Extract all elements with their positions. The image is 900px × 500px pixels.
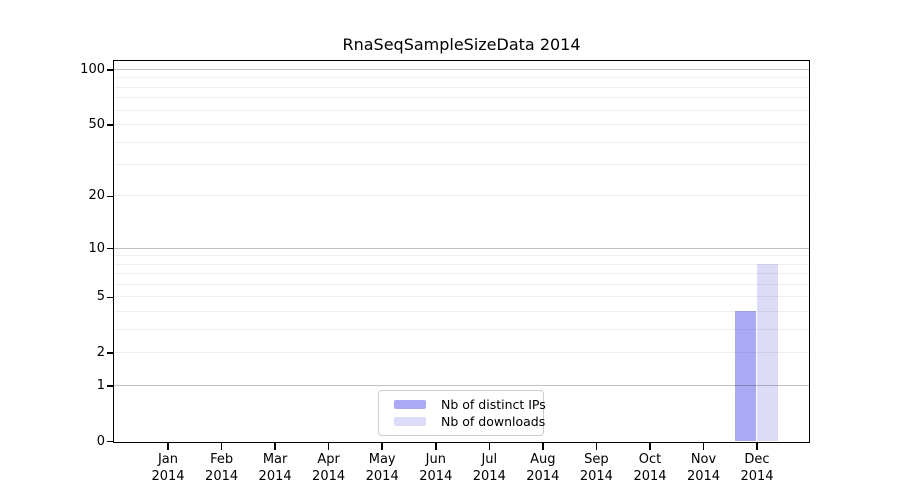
y-tick-mark xyxy=(106,247,113,250)
x-tick-mark xyxy=(381,443,383,450)
legend-item-nb-of-distinct-ips: Nb of distinct IPs xyxy=(394,396,546,413)
y-tick-mark xyxy=(106,69,113,71)
x-tick-label: Mar 2014 xyxy=(258,452,292,484)
x-tick-label: Feb 2014 xyxy=(205,452,239,484)
legend-swatch-nb-of-distinct-ips xyxy=(394,399,426,410)
bar-nb-of-downloads-dec-2014 xyxy=(756,264,778,441)
y-tick-label: 2 xyxy=(96,345,105,361)
y-tick-mark xyxy=(106,195,113,198)
gridline-minor xyxy=(114,141,809,143)
legend-swatch-nb-of-downloads xyxy=(394,416,426,427)
y-tick-label: 1 xyxy=(96,377,105,393)
x-tick-mark xyxy=(702,443,705,450)
y-tick-label: 10 xyxy=(88,240,105,256)
y-tick-mark xyxy=(106,296,113,298)
gridline-minor xyxy=(114,109,809,111)
x-tick-label: Jan 2014 xyxy=(151,452,185,484)
gridline-minor xyxy=(114,86,809,88)
gridline-minor xyxy=(114,97,809,99)
y-tick-label: 5 xyxy=(96,289,105,305)
x-tick-label: Nov 2014 xyxy=(686,452,721,484)
x-tick-label: Oct 2014 xyxy=(633,452,667,484)
gridline-minor xyxy=(114,263,809,265)
x-tick-mark xyxy=(220,443,223,450)
y-tick-label: 0 xyxy=(96,433,105,449)
gridline-minor xyxy=(114,255,809,257)
y-tick-mark xyxy=(106,385,113,387)
y-tick-mark xyxy=(106,352,113,354)
x-tick-mark xyxy=(167,443,169,450)
y-tick-label: 50 xyxy=(88,117,105,132)
legend-label-nb-of-downloads: Nb of downloads xyxy=(441,414,546,429)
gridline-minor xyxy=(114,296,809,298)
x-tick-label: Apr 2014 xyxy=(312,452,346,484)
bar-nb-of-distinct-ips-dec-2014 xyxy=(735,311,757,441)
gridline-major xyxy=(114,69,809,70)
x-tick-mark xyxy=(274,443,276,450)
x-tick-label: Dec 2014 xyxy=(740,452,774,484)
x-tick-label: Jun 2014 xyxy=(419,452,453,484)
x-tick-mark xyxy=(649,443,651,450)
x-tick-mark xyxy=(595,443,598,450)
gridline-minor xyxy=(114,164,809,166)
x-tick-label: Jul 2014 xyxy=(472,452,506,484)
plot-area xyxy=(113,60,810,443)
chart-title: RnaSeqSampleSizeData 2014 xyxy=(342,35,581,54)
x-tick-mark xyxy=(327,443,330,450)
y-tick-label: 20 xyxy=(88,188,105,204)
y-tick-label: 100 xyxy=(80,62,105,77)
x-tick-mark xyxy=(435,443,437,450)
x-tick-mark xyxy=(542,443,544,450)
gridline-major xyxy=(114,384,809,386)
gridline-minor xyxy=(114,310,809,312)
x-tick-mark xyxy=(756,443,758,450)
y-tick-mark xyxy=(106,440,113,443)
gridline-minor xyxy=(114,124,809,125)
gridline-minor xyxy=(114,195,809,197)
gridline-minor xyxy=(114,283,809,285)
x-tick-label: Aug 2014 xyxy=(526,452,560,484)
gridline-minor xyxy=(114,352,809,354)
bars-layer xyxy=(114,61,809,442)
legend-label-nb-of-distinct-ips: Nb of distinct IPs xyxy=(441,397,546,412)
gridline-minor xyxy=(114,328,809,330)
legend: Nb of distinct IPs Nb of downloads xyxy=(378,390,546,436)
y-tick-mark xyxy=(106,124,113,126)
gridline-major xyxy=(114,247,809,249)
grid-layer xyxy=(114,61,809,442)
x-tick-mark xyxy=(488,443,490,450)
x-tick-label: Sep 2014 xyxy=(579,452,613,484)
gridline-minor xyxy=(114,273,809,275)
legend-item-nb-of-downloads: Nb of downloads xyxy=(394,413,546,430)
gridline-minor xyxy=(114,77,809,79)
x-tick-label: May 2014 xyxy=(365,452,399,484)
